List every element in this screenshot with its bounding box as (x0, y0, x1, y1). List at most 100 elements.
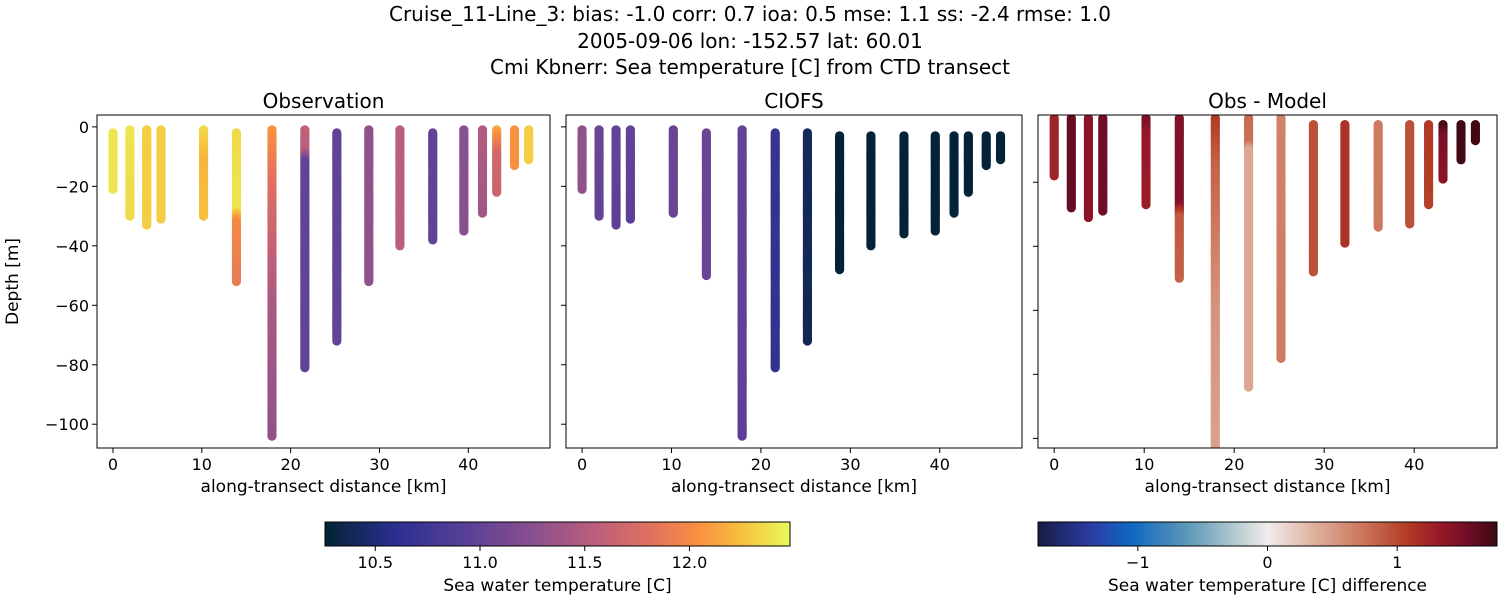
cast-10 (866, 131, 876, 251)
cast-7 (300, 125, 310, 373)
axes-frame (565, 114, 1023, 449)
data-point (1308, 267, 1318, 277)
data-point (364, 276, 374, 287)
x-tick-label: 40 (458, 455, 478, 474)
x-tick-label: 20 (280, 455, 300, 474)
data-point (1340, 238, 1350, 248)
cast-16 (995, 131, 1006, 165)
x-axis-label: along-transect distance [km] (671, 477, 917, 497)
colorbar-tick-label: 0 (1262, 553, 1272, 572)
data-point (1211, 450, 1220, 459)
data-point (1211, 453, 1220, 462)
cast-11 (428, 128, 438, 245)
cast-1 (125, 125, 135, 221)
cast-11 (899, 131, 909, 239)
cast-4 (198, 125, 209, 221)
colorbar-tick-label: 10.5 (357, 553, 393, 572)
data-point (1210, 445, 1220, 448)
suptitle-line-3: Cmi Kbnerr: Sea temperature [C] from CTD… (490, 55, 1010, 79)
cast-15 (981, 131, 991, 171)
cast-14 (963, 131, 973, 197)
y-tick-label: −80 (55, 356, 89, 375)
cast-14 (1438, 120, 1448, 184)
x-tick-label: 0 (108, 455, 118, 474)
data-point (428, 235, 438, 245)
cast-10 (1340, 120, 1350, 248)
data-point (1470, 136, 1480, 146)
data-point (770, 363, 780, 373)
data-point (395, 241, 405, 251)
suptitle-line-2: 2005-09-06 lon: -152.57 lat: 60.01 (577, 29, 923, 53)
data-point (1098, 206, 1108, 216)
data-point (930, 226, 940, 236)
x-tick-label: 20 (751, 455, 771, 474)
x-tick-label: 0 (1049, 455, 1059, 474)
cast-7 (1244, 115, 1254, 392)
cast-0 (577, 125, 587, 194)
y-axis-label: Depth [m] (3, 238, 23, 325)
cast-11 (1373, 120, 1383, 232)
cast-0 (1049, 115, 1059, 181)
cast-2 (1083, 115, 1093, 223)
x-tick-label: 40 (1404, 455, 1424, 474)
x-tick-label: 10 (192, 455, 212, 474)
cast-5 (1174, 115, 1184, 283)
colorbar-label: Sea water temperature [C] (443, 576, 671, 596)
data-point (492, 187, 502, 197)
colorbar-gradient (324, 521, 791, 547)
cast-10 (395, 125, 405, 251)
x-tick-label: 30 (369, 455, 389, 474)
cast-9 (835, 131, 845, 275)
x-tick-label: 0 (577, 455, 587, 474)
cast-7 (770, 128, 780, 373)
data-point (737, 431, 747, 441)
data-point (332, 336, 342, 346)
cast-16 (1470, 120, 1480, 146)
panel-ciofs: 0 10 20 30 40 CIOFS along-transect distance [k… (561, 89, 1023, 497)
data-point (231, 276, 242, 287)
colorbar-1: −1 0 1 Sea water temperature [C] difference (1037, 521, 1498, 596)
data-point (108, 184, 118, 194)
x-tick-label: 10 (1134, 455, 1154, 474)
x-tick-label: 10 (661, 455, 681, 474)
data-point (611, 220, 621, 230)
cast-15 (1456, 120, 1466, 165)
cast-1 (1066, 115, 1076, 213)
data-point (459, 226, 469, 236)
x-tick-label: 40 (930, 455, 950, 474)
x-tick-label: 30 (840, 455, 860, 474)
data-point (1141, 200, 1151, 210)
data-point (594, 211, 604, 221)
colorbar-tick-label: 11.5 (567, 553, 603, 572)
y-tick-label: −40 (55, 237, 89, 256)
panel-obs-model: 0 10 20 30 40 Obs - Model along-transect dista… (1033, 89, 1498, 497)
suptitle-line-1: Cruise_11-Line_3: bias: -1.0 corr: 0.7 i… (388, 2, 1112, 26)
data-point (1083, 212, 1093, 223)
cast-6 (267, 125, 277, 441)
data-marks (577, 125, 1006, 441)
cast-9 (364, 125, 374, 287)
data-point (1211, 459, 1220, 468)
cast-6 (737, 125, 747, 441)
data-point (267, 431, 277, 441)
data-point (300, 363, 310, 373)
data-point (509, 160, 520, 171)
y-tick-label: −20 (55, 177, 89, 196)
y-tick-label: −100 (45, 415, 89, 434)
cast-8 (332, 128, 342, 346)
data-point (524, 154, 534, 165)
data-point (1211, 448, 1220, 457)
data-point (1211, 451, 1220, 460)
data-point (577, 184, 587, 194)
data-marks (108, 125, 534, 441)
colorbar-tick-label: −1 (1126, 553, 1150, 572)
cast-12 (1405, 120, 1415, 229)
data-point (156, 214, 166, 224)
cast-5 (701, 128, 711, 281)
cast-1 (594, 125, 604, 221)
data-point (1211, 455, 1220, 464)
data-point (949, 208, 959, 218)
data-point (866, 241, 876, 251)
